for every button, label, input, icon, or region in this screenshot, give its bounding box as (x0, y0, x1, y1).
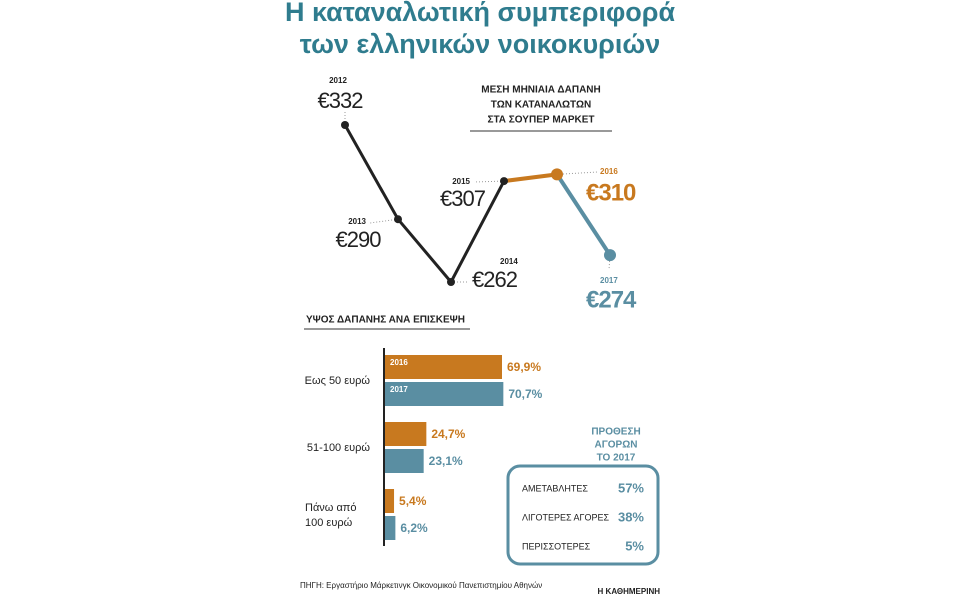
bar (385, 422, 427, 446)
chart-title: ΥΨΟΣ ΔΑΠΑΝΗΣ ΑΝΑ ΕΠΙΣΚΕΨΗ (306, 315, 465, 326)
line-segment (555, 173, 612, 257)
point (394, 215, 402, 224)
source: ΠΗΓΗ: Εργαστήριο Μάρκετινγκ Οικονομικού … (300, 581, 542, 590)
line-segment (449, 180, 506, 283)
value-label: €332 (318, 88, 364, 113)
point (341, 121, 349, 129)
intent-value: 57% (618, 480, 644, 495)
bar (385, 516, 396, 540)
intent-title: ΠΡΟΘΕΣΗ (591, 427, 640, 438)
intent-label: ΑΜΕΤΑΒΛΗΤΕΣ (522, 483, 588, 493)
leader-line (369, 218, 399, 224)
value-label: 23,1% (429, 454, 463, 468)
credit: Η ΚΑΘΗΜΕΡΙΝΗ (598, 587, 661, 596)
point (551, 168, 563, 181)
intent-value: 5% (625, 538, 644, 553)
chart-title: ΤΩΝ ΚΑΤΑΝΑΛΩΤΩΝ (491, 100, 591, 111)
value-label: 69,9% (507, 360, 541, 374)
category-label: Πάνω από 100 ευρώ (305, 502, 357, 529)
intent-title: ΤΟ 2017 (597, 453, 636, 464)
bar (385, 382, 504, 406)
category-label: 51-100 ευρώ (307, 442, 370, 454)
leader-line (473, 180, 505, 183)
intent-label: ΠΕΡΙΣΣΟΤΕΡΕΣ (522, 541, 591, 551)
bar (385, 489, 395, 513)
chart-title: ΣΤΑ ΣΟΥΠΕΡ ΜΑΡΚΕΤ (487, 115, 594, 126)
category-label: Εως 50 ευρώ (305, 375, 371, 387)
x-label: 2014 (500, 257, 518, 266)
point (604, 249, 616, 262)
point (500, 177, 508, 186)
value-label: 5,4% (399, 494, 427, 508)
value-label: €290 (336, 227, 382, 252)
line-segment (343, 124, 400, 220)
point (447, 278, 455, 286)
x-label: 2013 (348, 217, 366, 226)
title-line: των ελληνικών νοικοκυριών (300, 29, 660, 59)
x-label: 2016 (600, 167, 618, 176)
value-label: 70,7% (508, 387, 542, 401)
line-segment (396, 218, 453, 283)
value-label: 6,2% (400, 521, 428, 535)
value-label: 24,7% (431, 427, 465, 441)
line-segment (503, 172, 558, 184)
legend-label: 2017 (390, 385, 408, 394)
leader-line (608, 255, 611, 271)
value-label: €274 (586, 286, 637, 313)
intent-box (506, 464, 660, 566)
title-line: Η καταναλωτική συμπεριφορά (285, 0, 676, 27)
x-label: 2017 (600, 276, 618, 285)
intent-label: ΛΙΓΟΤΕΡΕΣ ΑΓΟΡΕΣ (522, 512, 610, 522)
legend-label: 2016 (390, 358, 408, 367)
value-label: €307 (440, 186, 486, 211)
x-label: 2015 (452, 177, 470, 186)
leader-line (556, 171, 599, 175)
intent-title: ΑΓΟΡΩΝ (595, 440, 638, 451)
bar (385, 449, 424, 473)
value-label: €310 (586, 179, 636, 206)
intent-value: 38% (618, 509, 644, 524)
bar (385, 355, 502, 379)
value-label: €262 (472, 267, 518, 292)
x-label: 2012 (329, 76, 347, 85)
chart-title: ΜΕΣΗ ΜΗΝΙΑΙΑ ΔΑΠΑΝΗ (481, 85, 600, 96)
